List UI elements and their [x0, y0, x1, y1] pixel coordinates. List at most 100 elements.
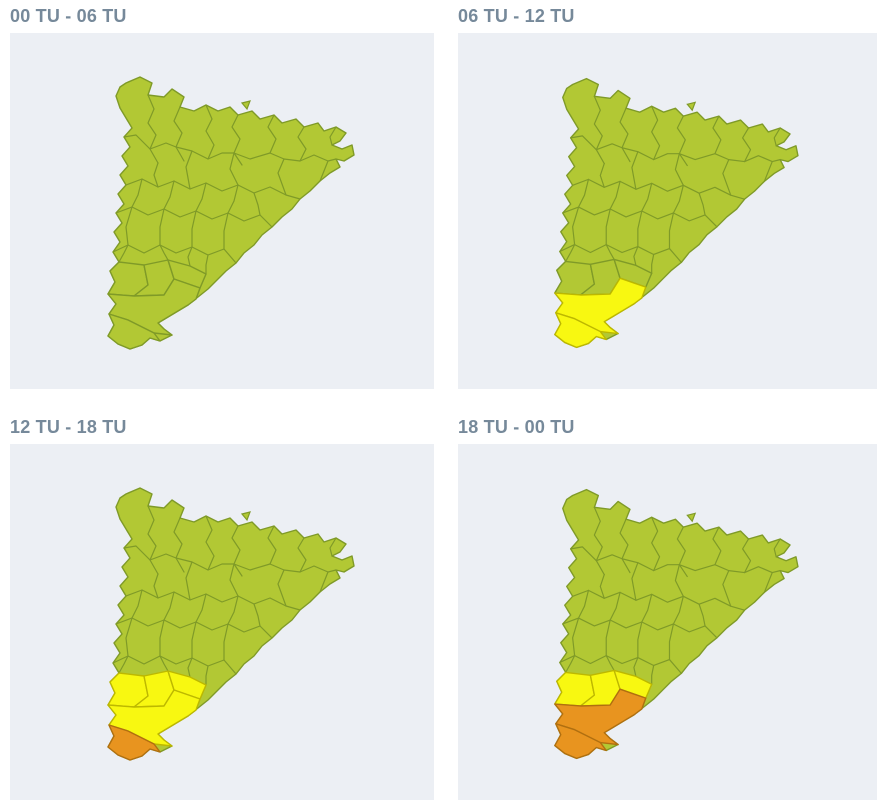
comarca-border: [125, 206, 133, 246]
llivia-enclave: [686, 101, 697, 112]
comarca-border: [674, 564, 684, 597]
comarca-border: [187, 657, 193, 678]
comarca-border: [277, 158, 287, 196]
comarca-border: [712, 526, 722, 566]
comarca-priorat[interactable]: [613, 669, 653, 699]
comarca-border: [565, 244, 576, 262]
map-cell-2: 06 TU - 12 TU: [458, 0, 877, 389]
catalonia-map-3: [10, 444, 434, 800]
comarca-border: [205, 515, 215, 571]
comarca-border: [253, 192, 261, 216]
comarca-border: [641, 593, 653, 623]
catalonia-comarques-svg: [554, 488, 799, 760]
comarca-border: [123, 134, 337, 162]
comarca-border: [577, 589, 590, 619]
comarca-priorat[interactable]: [167, 259, 207, 289]
comarca-border: [742, 127, 752, 163]
comarca-border: [605, 244, 615, 261]
comarca-border: [605, 655, 615, 672]
comarca-border: [227, 184, 239, 214]
comarca-border: [631, 151, 639, 190]
comarca-border: [159, 655, 169, 672]
comarca-border: [570, 546, 781, 574]
comarca-border: [577, 178, 590, 208]
comarca-border: [118, 244, 129, 263]
comarca-border: [572, 617, 580, 657]
comarca-border: [227, 595, 239, 625]
map-cell-1: 00 TU - 06 TU: [10, 0, 434, 389]
catalonia-comarques-svg: [107, 487, 355, 761]
comarca-border: [277, 569, 287, 607]
comarca-border: [229, 563, 239, 597]
map-panel-3: [10, 444, 434, 800]
comarca-border: [698, 603, 706, 627]
comarca-priorat[interactable]: [613, 258, 653, 288]
comarca-border: [185, 150, 193, 190]
comarca-border: [159, 208, 165, 246]
comarca-border: [651, 664, 655, 685]
comarca-border: [712, 115, 722, 155]
catalonia-comarques-svg: [107, 76, 355, 350]
comarca-border: [722, 570, 732, 607]
comarca-border: [297, 126, 307, 162]
comarca-border: [267, 525, 277, 565]
comarca-border: [153, 573, 159, 599]
comarca-border: [229, 152, 239, 186]
period-title-1: 00 TU - 06 TU: [10, 6, 127, 26]
comarca-priorat[interactable]: [167, 670, 207, 700]
comarca-border: [112, 244, 237, 264]
comarca-border: [191, 210, 197, 248]
comarca-border: [125, 617, 133, 657]
comarca-border: [593, 95, 605, 165]
comarca-border: [173, 106, 185, 162]
comarca-border: [118, 655, 129, 674]
comarca-border: [223, 212, 229, 250]
comarca-border: [641, 182, 653, 212]
comarca-border: [633, 245, 639, 266]
comarca-border: [593, 506, 605, 576]
comarca-border: [559, 244, 682, 263]
comarca-border: [599, 573, 605, 599]
comarca-border: [722, 159, 732, 196]
comarca-border: [231, 525, 243, 577]
comarca-border: [631, 562, 639, 601]
comarca-border: [231, 114, 243, 166]
comarca-border: [609, 180, 621, 210]
comarca-border: [572, 206, 580, 246]
llivia-enclave: [240, 511, 251, 522]
comarca-border: [674, 153, 684, 186]
comarca-border: [637, 621, 643, 659]
comarca-border: [159, 244, 169, 261]
map-panel-4: [458, 444, 877, 800]
comarca-border: [672, 184, 684, 214]
llivia-enclave: [686, 512, 697, 523]
map-cell-3: 12 TU - 18 TU: [10, 389, 434, 800]
comarca-border: [173, 517, 185, 573]
comarca-border: [191, 621, 197, 659]
catalonia-comarques-svg: [554, 77, 799, 349]
comarca-border: [672, 595, 684, 625]
catalonia-map-2: [458, 33, 877, 389]
comarca-montsia[interactable]: [554, 723, 607, 760]
comarca-border: [773, 538, 781, 558]
comarca-border: [668, 623, 675, 661]
comarca-border: [267, 114, 277, 154]
period-title-4: 18 TU - 00 TU: [458, 417, 575, 437]
comarca-border: [633, 656, 639, 677]
map-panel-2: [458, 33, 877, 389]
comarca-border: [676, 115, 688, 167]
map-cell-4: 18 TU - 00 TU: [458, 389, 877, 800]
comarca-border: [698, 192, 706, 216]
comarca-border: [763, 571, 773, 593]
comarca-montsia[interactable]: [107, 313, 161, 350]
comarca-border: [159, 619, 165, 657]
comarca-border: [147, 505, 159, 575]
comarca-border: [572, 178, 746, 200]
comarca-border: [163, 180, 175, 210]
comarca-border: [253, 603, 261, 627]
comarca-montsia[interactable]: [107, 724, 161, 761]
comarca-montsia[interactable]: [554, 312, 607, 349]
comarca-border: [147, 94, 159, 164]
comarca-border: [125, 178, 301, 200]
period-title-2: 06 TU - 12 TU: [458, 6, 575, 26]
